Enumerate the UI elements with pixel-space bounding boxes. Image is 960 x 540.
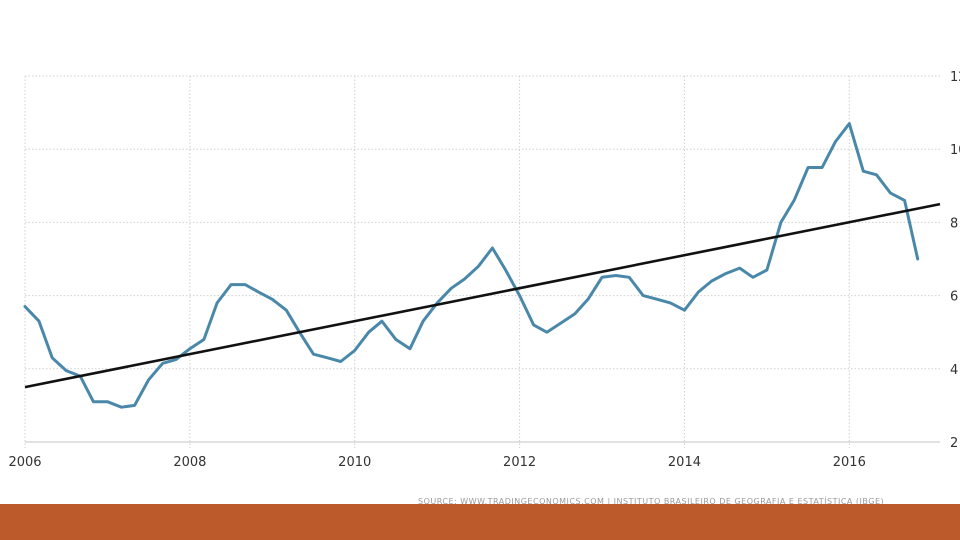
y-axis-ticks: 2 4 6 8 10 12 [950, 70, 960, 451]
y-tick-label: 12 [950, 70, 960, 85]
trend-line [24, 202, 941, 389]
x-tick-label: 2016 [833, 455, 866, 470]
x-tick-label: 2014 [668, 455, 701, 470]
y-tick-label: 6 [950, 290, 958, 305]
grid-lines [24, 75, 940, 448]
source-note: SOURCE: WWW.TRADINGECONOMICS.COM | INSTI… [418, 497, 885, 506]
y-tick-label: 10 [950, 143, 960, 158]
y-tick-label: 4 [950, 363, 958, 378]
x-tick-label: 2012 [503, 455, 536, 470]
x-axis-ticks: 2006 2008 2010 2012 2014 2016 [8, 455, 865, 470]
footer-bar [0, 504, 960, 540]
y-tick-label: 8 [950, 216, 958, 231]
series-line [23, 122, 920, 409]
x-tick-label: 2010 [338, 455, 371, 470]
x-tick-label: 2006 [8, 455, 41, 470]
x-tick-label: 2008 [173, 455, 206, 470]
y-tick-label: 2 [950, 436, 958, 451]
